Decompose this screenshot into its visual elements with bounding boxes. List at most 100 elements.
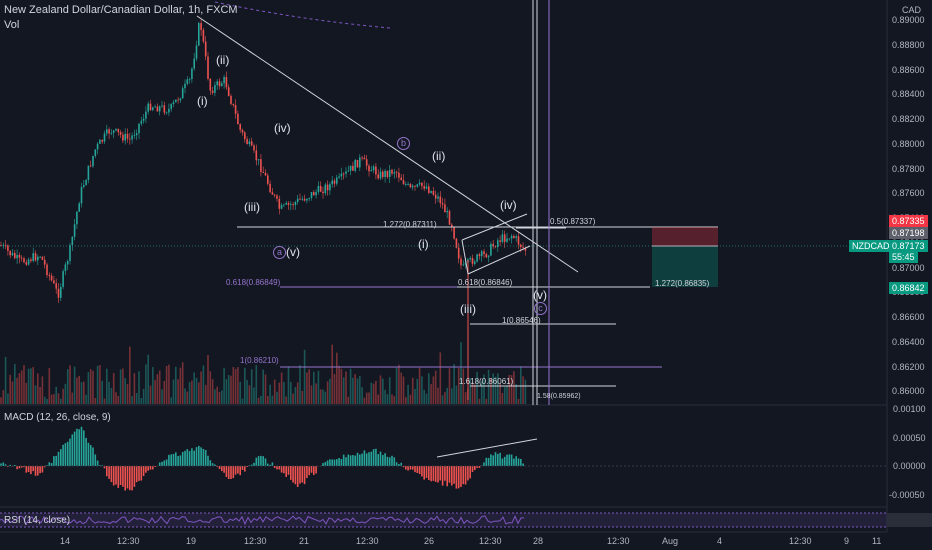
macd-bar [239,466,241,476]
fib-label-overlap[interactable]: 1.58(0.85962) [537,393,581,400]
macd-bar [172,453,175,466]
candle-body [55,283,57,289]
candle-body [349,165,352,171]
volume-bar [354,374,356,404]
candle-body [448,210,451,225]
candle-body [73,224,76,237]
volume-bar [407,384,409,404]
macd-bar [0,463,2,466]
macd-bar [30,466,32,475]
wave-label-i-top[interactable]: (i) [197,94,208,108]
volume-bar [172,379,175,404]
fib-label-1618[interactable]: 1.618(0.86061) [459,377,514,386]
wave-label-iii-bottom[interactable]: (iii) [460,302,476,316]
candle-body [386,170,389,178]
macd-bar [278,466,281,470]
candle-body [246,139,248,145]
candle-body [154,106,156,108]
macd-bar [96,460,99,466]
candle-body [83,185,85,188]
candle-body [276,195,278,199]
volume-bar [186,391,189,404]
volume-legend[interactable]: Vol [4,19,20,31]
wave-label-iii-left[interactable]: (iii) [244,200,260,214]
macd-bar [451,466,453,486]
time-tick-label: 11 [872,536,882,546]
macd-bar [267,463,269,466]
fib-label-1-mid[interactable]: 1(0.86546) [502,316,541,325]
fib-label-0618-left[interactable]: 0.618(0.86849) [226,278,281,287]
volume-bar [237,367,239,404]
candle-body [110,132,113,134]
candle-body [361,157,363,159]
time-tick-label: 12:30 [607,536,630,546]
candle-body [347,170,350,172]
candle-body [515,236,517,238]
candle-body [388,169,391,178]
macd-bar [234,466,237,475]
wave-label-i-mid[interactable]: (i) [418,237,429,251]
macd-bar [101,465,103,466]
volume-bar [253,387,255,404]
candle-body [365,159,368,166]
volume-bar [359,376,361,404]
target-zone [652,246,718,287]
candle-body [89,165,92,167]
fib-label-1272-lower[interactable]: 1.272(0.86835) [655,279,710,288]
candle-body [375,166,377,175]
fib-label-1272-upper[interactable]: 1.272(0.87311) [383,220,437,229]
macd-bar [361,453,363,466]
volume-bar [278,382,281,404]
price-tick-label: 0.86200 [892,361,925,372]
volume-bar [271,395,274,404]
wave-label-ii-mid[interactable]: (ii) [432,149,446,163]
macd-bar [37,466,39,476]
macd-bar [230,466,232,480]
macd-bar [25,466,28,473]
volume-bar [379,375,382,404]
macd-bar [179,455,182,466]
fib-label-05[interactable]: 0.5(0.87337) [550,217,596,226]
wave-label-v-left[interactable]: (v) [286,245,300,259]
candle-body [172,102,175,105]
macd-bar [308,466,310,476]
macd-bar [430,466,432,482]
candle-body [232,103,235,106]
macd-bar [195,447,198,466]
wave-label-iv-right[interactable]: (iv) [500,198,517,212]
macd-bar [7,466,9,467]
volume-bar [149,385,152,404]
macd-bar [170,454,172,466]
candle-body [138,123,140,134]
macd-bar [232,466,235,479]
macd-bar [322,463,324,466]
symbol-title[interactable]: New Zealand Dollar/Canadian Dollar, 1h, … [4,4,238,16]
wave-label-iv-left[interactable]: (iv) [274,121,291,135]
candle-body [48,275,51,276]
candle-body [391,169,393,174]
fib-label-0618-mid[interactable]: 0.618(0.86846) [458,278,513,287]
wave-label-a[interactable]: a [273,246,286,259]
candle-body [269,183,271,193]
macd-bar [83,430,85,466]
fib-label-1-left[interactable]: 1(0.86210) [240,356,279,365]
wave-label-v-right[interactable]: (v) [533,288,547,302]
candle-body [18,255,21,258]
macd-title[interactable]: MACD (12, 26, close, 9) [4,412,111,423]
candle-body [393,172,396,174]
wave-label-ii-top[interactable]: (ii) [216,53,230,67]
macd-bar [184,450,186,466]
volume-bar [145,364,147,404]
volume-bar [0,397,2,404]
candle-body [195,45,198,59]
wave-label-b[interactable]: b [397,137,410,150]
rsi-title[interactable]: RSI (14, close) [4,515,71,526]
volume-bar [209,371,212,404]
wave-label-c[interactable]: c [534,302,547,315]
macd-bar [457,466,460,489]
volume-bar [89,369,92,404]
macd-bar [382,454,384,466]
candle-body [439,196,442,204]
macd-bar [388,457,391,466]
